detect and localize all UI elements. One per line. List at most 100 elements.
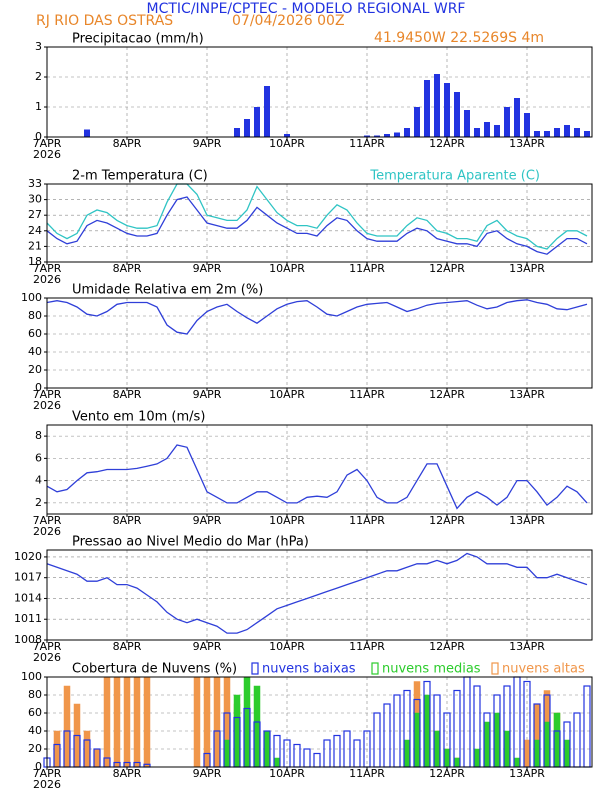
bar — [143, 676, 151, 768]
x-tick-label: 13APR — [509, 640, 545, 653]
bar — [93, 748, 101, 768]
bar — [263, 730, 271, 768]
bar — [584, 131, 590, 137]
bar — [53, 730, 61, 768]
legend-swatch — [251, 662, 259, 675]
bar — [254, 107, 260, 137]
legend-label: Temperatura Aparente (C) — [369, 169, 540, 184]
bar — [323, 739, 331, 768]
y-tick-label: 1017 — [14, 571, 42, 584]
bar — [273, 757, 281, 768]
bar — [243, 676, 251, 768]
y-tick-label: 40 — [28, 345, 42, 358]
y-tick-label: 60 — [28, 327, 42, 340]
y-tick-label: 40 — [28, 724, 42, 737]
y-tick-label: 0 — [35, 381, 42, 394]
x-tick-label: 7APR — [33, 388, 62, 401]
line — [46, 183, 588, 250]
bar — [423, 694, 431, 768]
line — [46, 196, 588, 255]
x-tick-label: 10APR — [269, 388, 305, 401]
line — [46, 299, 588, 335]
bar — [453, 689, 461, 768]
x-year: 2026 — [33, 651, 61, 664]
legend-label: nuvens altas — [502, 662, 585, 677]
bar — [353, 739, 361, 768]
bar — [383, 703, 391, 768]
bar — [563, 739, 571, 768]
x-tick-label: 7APR — [33, 262, 62, 275]
x-tick-label: 12APR — [429, 388, 465, 401]
x-tick-label: 13APR — [509, 262, 545, 275]
x-tick-label: 13APR — [509, 388, 545, 401]
bar — [223, 739, 231, 768]
y-tick-label: 2 — [35, 70, 42, 83]
bar — [394, 132, 400, 137]
y-tick-label: 6 — [35, 451, 42, 464]
x-tick-label: 10APR — [269, 137, 305, 150]
bar — [574, 128, 580, 137]
y-tick-label: 2 — [35, 496, 42, 509]
x-tick-label: 13APR — [509, 767, 545, 780]
x-tick-label: 11APR — [349, 514, 385, 527]
x-tick-label: 11APR — [349, 388, 385, 401]
bar — [494, 125, 500, 137]
y-tick-label: 80 — [28, 688, 42, 701]
bar — [333, 734, 341, 768]
bar — [464, 110, 470, 137]
bar — [534, 131, 540, 137]
bar — [453, 757, 461, 768]
bar — [303, 748, 311, 768]
y-tick-label: 100 — [21, 670, 42, 683]
bar — [524, 113, 530, 137]
y-tick-label: 3 — [35, 40, 42, 53]
y-tick-label: 1020 — [14, 550, 42, 563]
bar — [414, 107, 420, 137]
bar — [483, 721, 491, 768]
bar — [113, 676, 121, 768]
bar — [253, 685, 261, 768]
x-tick-label: 7APR — [33, 640, 62, 653]
y-tick-label: 0 — [35, 130, 42, 143]
bar — [473, 748, 481, 768]
bar — [413, 712, 421, 768]
x-tick-label: 10APR — [269, 640, 305, 653]
plot-frame — [46, 424, 593, 515]
x-tick-label: 11APR — [349, 262, 385, 275]
bar — [284, 134, 290, 137]
bar — [264, 86, 270, 137]
bar — [63, 685, 71, 768]
bar — [193, 676, 201, 768]
bar — [103, 676, 111, 768]
panel-title: Cobertura de Nuvens (%) — [72, 662, 237, 677]
y-tick-label: 18 — [28, 255, 42, 268]
bar — [573, 712, 581, 768]
x-tick-label: 8APR — [113, 640, 142, 653]
bar — [404, 128, 410, 137]
x-tick-label: 12APR — [429, 262, 465, 275]
panel-title: Pressao ao Nivel Medio do Mar (hPa) — [72, 535, 309, 550]
x-tick-label: 7APR — [33, 514, 62, 527]
legend-label: nuvens baixas — [262, 662, 356, 677]
y-tick-label: 0 — [35, 760, 42, 773]
panel-title: Vento em 10m (m/s) — [72, 410, 205, 425]
y-tick-label: 1008 — [14, 633, 42, 646]
bar — [533, 739, 541, 768]
y-tick-label: 24 — [28, 224, 42, 237]
bar — [454, 92, 460, 137]
x-year: 2026 — [33, 273, 61, 286]
coordinates: 41.9450W 22.5269S 4m — [374, 30, 544, 46]
plot-frame — [46, 183, 593, 263]
location: RJ RIO DAS OSTRAS — [36, 13, 173, 29]
x-tick-label: 9APR — [193, 137, 222, 150]
bar — [313, 752, 321, 768]
legend-swatch — [371, 662, 379, 675]
bar — [213, 676, 221, 768]
panel-title: Precipitacao (mm/h) — [72, 32, 204, 47]
x-year: 2026 — [33, 525, 61, 538]
bar — [433, 730, 441, 768]
y-tick-label: 30 — [28, 193, 42, 206]
line — [46, 552, 588, 634]
bar — [583, 685, 591, 768]
legend-swatch — [491, 662, 499, 675]
